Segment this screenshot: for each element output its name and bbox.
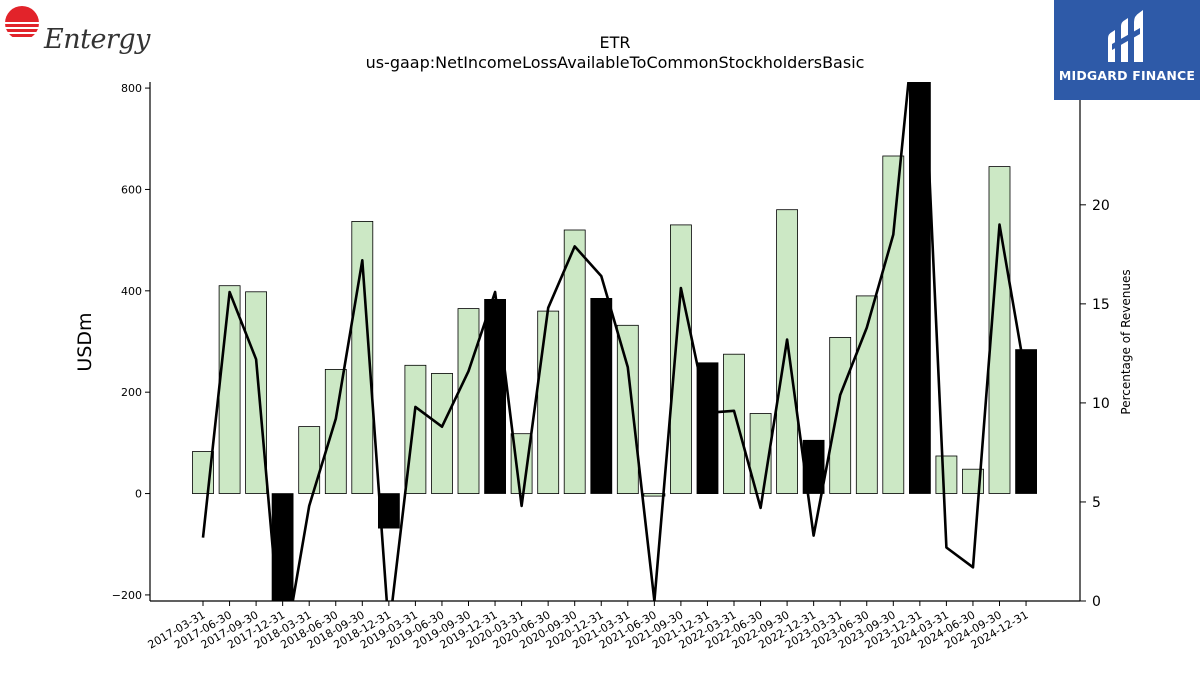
y2-tick-label: 10 [1092,396,1110,412]
y-axis-label: USDm [74,312,96,371]
bar-2024-03-31 [935,455,958,494]
plot-area: 8006004002000−200201510502017-03-312017-… [112,82,1110,652]
chart-title: ETR [600,33,631,52]
entergy-logo-text: Entergy [44,24,150,55]
bar-2020-03-31 [510,433,533,494]
bar-2022-09-30 [776,209,798,494]
bar-2018-06-30 [324,368,347,494]
bar-2021-06-30 [643,493,666,497]
bar-2022-03-31 [723,353,745,495]
y-tick-label: 600 [121,183,142,196]
midgard-finance-text: MIDGARD FINANCE [1058,68,1196,83]
y2-tick-label: 0 [1092,594,1101,610]
y2-tick-label: 20 [1092,198,1110,214]
bar-2018-03-31 [298,426,321,494]
bar-2019-06-30 [431,372,453,494]
y2-tick-label: 15 [1092,297,1110,313]
bar-2021-12-31 [696,362,719,494]
plot-marks [192,82,1037,601]
bar-2018-12-31 [377,493,400,529]
y-tick-label: 0 [135,488,142,501]
bar-2024-12-31 [1015,349,1037,494]
entergy-logo: Entergy [4,4,150,56]
bar-2020-09-30 [563,229,586,495]
bar-2020-06-30 [537,310,560,495]
bar-2017-09-30 [245,291,268,494]
bar-2019-12-31 [484,298,507,494]
bar-2021-09-30 [670,224,692,494]
y-tick-label: −200 [112,589,142,602]
midgard-finance-logo: MIDGARD FINANCE [1054,0,1200,100]
bar-2021-03-31 [616,324,639,494]
percentage-line [201,82,1028,601]
bar-2020-12-31 [590,297,613,494]
bar-2019-09-30 [457,308,480,495]
bar-2023-06-30 [855,295,878,494]
bar-2023-03-31 [829,336,852,494]
chart-subtitle: us-gaap:NetIncomeLossAvailableToCommonSt… [366,53,865,72]
bar-2017-06-30 [218,285,241,494]
bar-2017-12-31 [271,493,294,601]
bar-2023-12-31 [909,82,931,494]
y2-axis-label: Percentage of Revenues [1119,269,1133,414]
bar-2023-09-30 [882,155,905,495]
y2-tick-label: 5 [1092,495,1101,511]
y-tick-label: 800 [121,82,142,95]
y-tick-label: 400 [121,285,142,298]
midgard-emblem-icon [1108,10,1143,62]
y-tick-label: 200 [121,386,142,399]
entergy-sun-icon [5,6,39,37]
